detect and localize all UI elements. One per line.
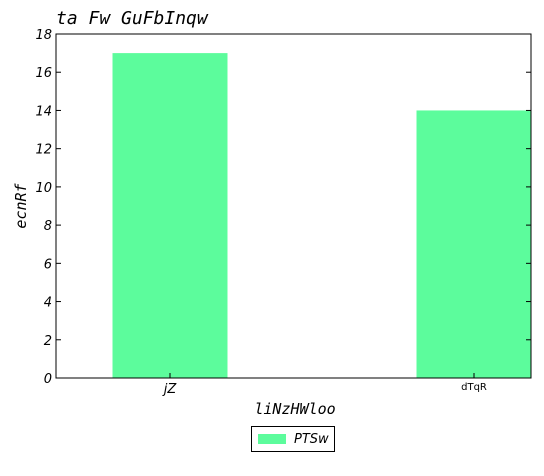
axes-frame	[55, 33, 532, 379]
y-tick-label: 4	[44, 296, 52, 311]
bar-dTqR	[416, 110, 531, 378]
y-tick-label: 12	[35, 143, 52, 158]
y-tick-label: 6	[44, 257, 52, 272]
legend-swatch	[258, 434, 286, 444]
chart-title: ta Fw GuFbInqw	[56, 8, 208, 29]
y-tick-label: 8	[44, 219, 52, 234]
y-axis-label: ecnRf	[12, 182, 30, 228]
y-tick-label: 0	[44, 372, 52, 387]
y-tick-label: 14	[35, 104, 52, 119]
x-axis-label: liNzHWloo	[254, 400, 335, 418]
y-tick-label: 16	[35, 66, 52, 81]
y-tick-label: 2	[44, 334, 52, 349]
x-tick-label-jZ: jZ	[162, 382, 178, 397]
legend-label: PTSw	[294, 431, 329, 447]
y-tick-label: 18	[35, 28, 52, 43]
y-tick-label: 10	[35, 181, 52, 196]
x-tick-label-dTqR: dTqR	[461, 382, 487, 393]
legend: PTSw	[251, 426, 335, 452]
bar-jZ	[112, 53, 228, 378]
